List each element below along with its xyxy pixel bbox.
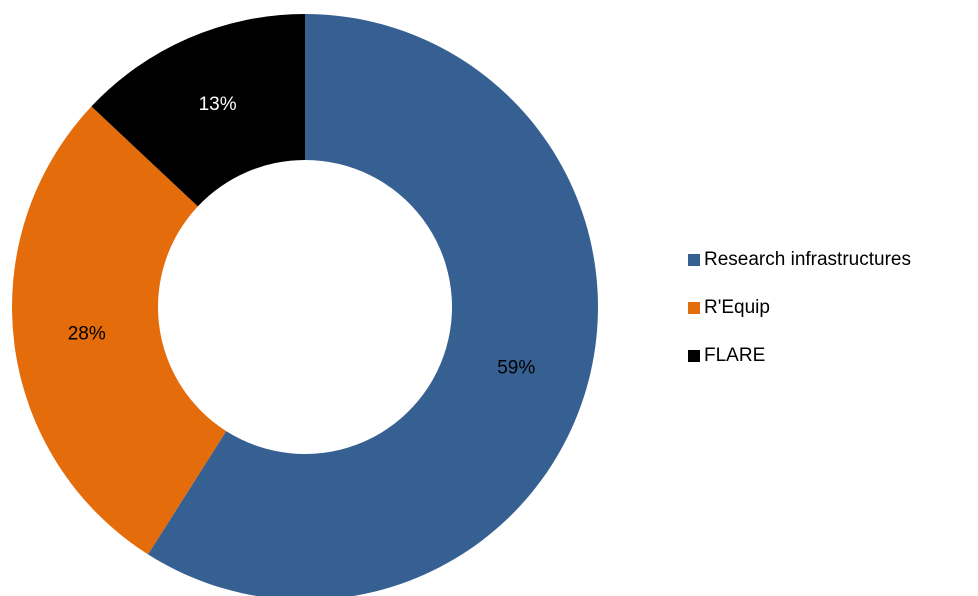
data-label: 59% bbox=[497, 357, 535, 378]
legend-swatch bbox=[688, 302, 700, 314]
legend-label: FLARE bbox=[704, 345, 765, 366]
donut-slice bbox=[148, 14, 598, 596]
data-label: 13% bbox=[199, 94, 237, 115]
legend-swatch bbox=[688, 350, 700, 362]
donut-slice bbox=[11, 106, 227, 555]
legend-label: R'Equip bbox=[704, 297, 770, 318]
donut-slice bbox=[91, 14, 305, 207]
legend-label: Research infrastructures bbox=[704, 249, 911, 270]
legend-swatch bbox=[688, 254, 700, 266]
data-label: 28% bbox=[68, 324, 106, 345]
